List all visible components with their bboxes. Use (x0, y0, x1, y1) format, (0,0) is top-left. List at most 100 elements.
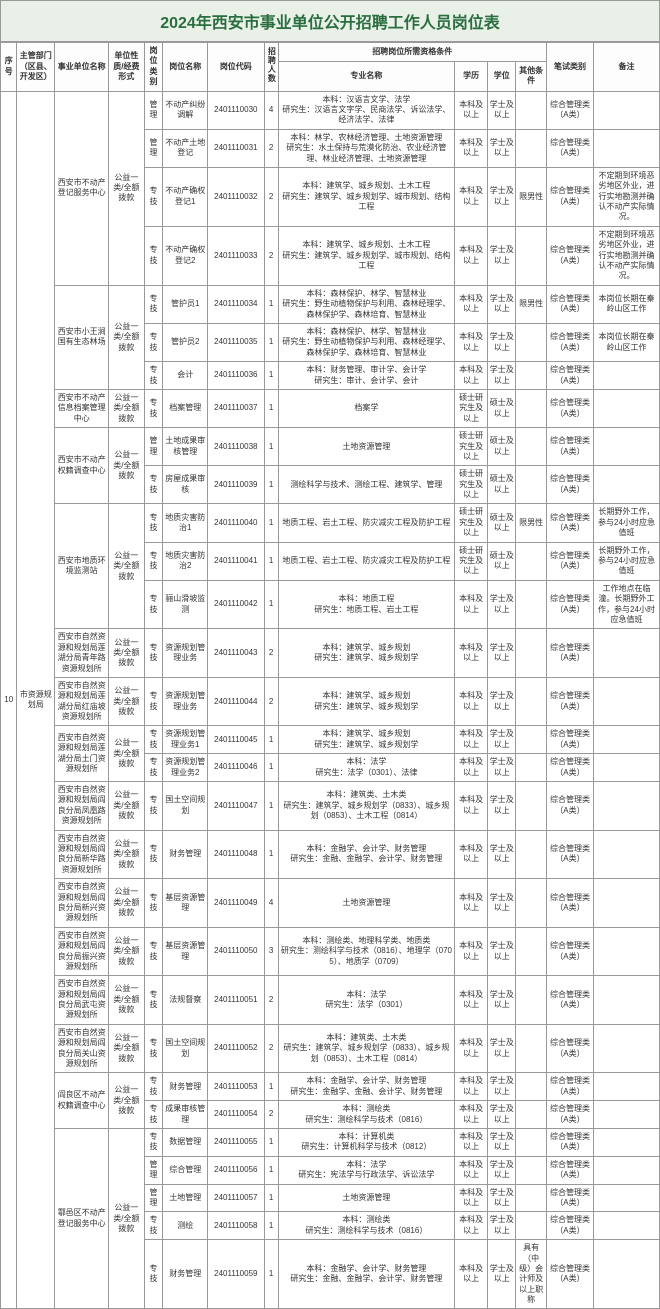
cell-other (516, 1128, 547, 1156)
cell-edu: 本科及以上 (455, 927, 488, 976)
cell-pname: 档案管理 (163, 389, 208, 427)
cell-degree: 学士及以上 (488, 726, 516, 754)
cell-remark (594, 389, 660, 427)
cell-major: 本科：测绘类研究生：测绘科学与技术（0816） (278, 1212, 455, 1240)
cell-major: 本科：计算机类研究生：计算机科学与技术（0812） (278, 1128, 455, 1156)
cell-degree: 学士及以上 (488, 91, 516, 129)
cell-edu: 本科及以上 (455, 754, 488, 782)
cell-major: 本科：金融学、会计学、财务管理研究生：金融、金融学、会计学、财务管理 (278, 830, 455, 879)
cell-pcode: 2401110039 (208, 466, 264, 504)
cell-exam: 综合管理类（A类） (546, 542, 593, 580)
cell-pname: 资源规划管理业务 (163, 629, 208, 678)
cell-pname: 财务管理 (163, 1073, 208, 1101)
cell-remark: 长期野外工作，参与24小时应急值班 (594, 504, 660, 542)
cell-pname: 骊山滑坡监测 (163, 580, 208, 629)
cell-unit: 西安市自然资源和规划局莲湖分局红庙坡资源规划所 (55, 677, 109, 726)
cell-edu: 本科及以上 (455, 782, 488, 831)
cell-degree: 学士及以上 (488, 285, 516, 323)
cell-count: 1 (264, 1073, 278, 1101)
cell-other (516, 976, 547, 1025)
cell-count: 2 (264, 167, 278, 226)
cell-ptype: 专技 (144, 1073, 163, 1101)
cell-degree: 学士及以上 (488, 1101, 516, 1129)
th-pcode: 岗位代码 (208, 43, 264, 92)
cell-edu: 本科及以上 (455, 362, 488, 390)
cell-degree: 学士及以上 (488, 782, 516, 831)
cell-edu: 本科及以上 (455, 91, 488, 129)
th-degree: 学位 (488, 61, 516, 91)
th-count: 招聘人数 (264, 43, 278, 92)
cell-degree: 学士及以上 (488, 629, 516, 678)
cell-major: 本科：金融学、会计学、财务管理研究生：金融、金融学、会计学、财务管理 (278, 1240, 455, 1309)
cell-exam: 综合管理类（A类） (546, 167, 593, 226)
cell-ptype: 专技 (144, 1024, 163, 1073)
cell-ptype: 管理 (144, 1184, 163, 1212)
cell-nature: 公益一类/全额拨款 (109, 830, 144, 879)
cell-ptype: 专技 (144, 542, 163, 580)
cell-remark: 长期野外工作，参与24小时应急值班 (594, 542, 660, 580)
cell-exam: 综合管理类（A类） (546, 726, 593, 754)
cell-count: 1 (264, 726, 278, 754)
cell-edu: 硕士研究生及以上 (455, 504, 488, 542)
cell-remark (594, 1073, 660, 1101)
cell-major: 土地资源管理 (278, 428, 455, 466)
cell-nature: 公益一类/全额拨款 (109, 389, 144, 427)
cell-ptype: 专技 (144, 976, 163, 1025)
cell-edu: 本科及以上 (455, 1156, 488, 1184)
cell-remark (594, 830, 660, 879)
cell-count: 1 (264, 1212, 278, 1240)
cell-unit: 西安市自然资源和规划局莲湖分局土门资源规划所 (55, 726, 109, 782)
cell-major: 本科：地质工程研究生：地质工程、岩土工程 (278, 580, 455, 629)
cell-pname: 财务管理 (163, 830, 208, 879)
cell-degree: 学士及以上 (488, 362, 516, 390)
cell-major: 本科：财务管理、审计学、会计学研究生：审计、会计学、会计 (278, 362, 455, 390)
cell-pcode: 2401110046 (208, 754, 264, 782)
cell-degree: 硕士及以上 (488, 466, 516, 504)
cell-pcode: 2401110042 (208, 580, 264, 629)
cell-exam: 综合管理类（A类） (546, 504, 593, 542)
cell-nature: 公益一类/全额拨款 (109, 927, 144, 976)
cell-exam: 综合管理类（A类） (546, 428, 593, 466)
cell-pname: 国土空间规划 (163, 1024, 208, 1073)
cell-edu: 本科及以上 (455, 1024, 488, 1073)
cell-remark (594, 629, 660, 678)
cell-pcode: 2401110059 (208, 1240, 264, 1309)
cell-other (516, 91, 547, 129)
table-header: 序号 主管部门（区县、开发区） 事业单位名称 单位性质/经费形式 岗位类别 岗位… (1, 43, 660, 92)
cell-degree: 学士及以上 (488, 976, 516, 1025)
cell-ptype: 专技 (144, 285, 163, 323)
cell-count: 2 (264, 976, 278, 1025)
cell-other (516, 1024, 547, 1073)
cell-other (516, 1156, 547, 1184)
cell-major: 本科：测绘类、地理科学类、地质类研究生：测绘科学与技术（0816）、地理学（07… (278, 927, 455, 976)
cell-other (516, 362, 547, 390)
cell-exam: 综合管理类（A类） (546, 226, 593, 285)
cell-edu: 本科及以上 (455, 726, 488, 754)
cell-ptype: 专技 (144, 726, 163, 754)
cell-degree: 学士及以上 (488, 226, 516, 285)
cell-edu: 本科及以上 (455, 226, 488, 285)
cell-other: 限男性 (516, 167, 547, 226)
cell-edu: 本科及以上 (455, 580, 488, 629)
cell-major: 地质工程、岩土工程、防灾减灾工程及防护工程 (278, 504, 455, 542)
cell-exam: 综合管理类（A类） (546, 362, 593, 390)
cell-edu: 本科及以上 (455, 129, 488, 167)
cell-pname: 不动产纠纷调解 (163, 91, 208, 129)
cell-edu: 本科及以上 (455, 1073, 488, 1101)
cell-degree: 学士及以上 (488, 1212, 516, 1240)
cell-major: 本科：建筑学、城乡规划研究生：建筑学、城乡规划学 (278, 677, 455, 726)
cell-unit: 西安市不动产信息档案管理中心 (55, 389, 109, 427)
cell-nature: 公益一类/全额拨款 (109, 677, 144, 726)
cell-remark (594, 1101, 660, 1129)
cell-degree: 学士及以上 (488, 1156, 516, 1184)
th-qual: 招聘岗位所需资格条件 (278, 43, 546, 62)
cell-pcode: 2401110030 (208, 91, 264, 129)
cell-unit: 西安市地质环境监测站 (55, 504, 109, 629)
cell-pname: 基层资源管理 (163, 927, 208, 976)
cell-pcode: 2401110050 (208, 927, 264, 976)
cell-exam: 综合管理类（A类） (546, 323, 593, 361)
cell-pname: 地质灾害防治1 (163, 504, 208, 542)
cell-nature: 公益一类/全额拨款 (109, 879, 144, 928)
cell-edu: 本科及以上 (455, 167, 488, 226)
cell-remark (594, 677, 660, 726)
